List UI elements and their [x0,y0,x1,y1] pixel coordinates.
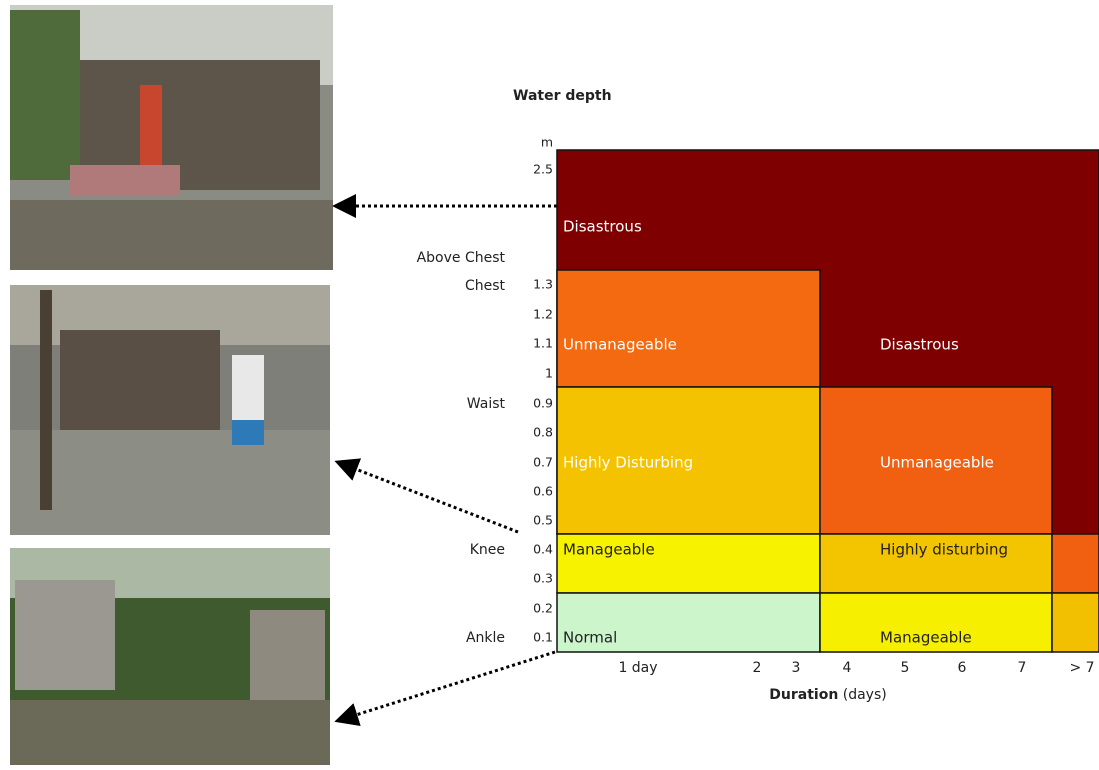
y-tick-label: 0.1 [533,630,553,645]
cell-label: Highly disturbing [880,541,1008,559]
y-tick-label: 0.4 [533,542,553,557]
title: Water depth [513,88,612,104]
body-level-label: Knee [470,542,505,558]
x-axis-title-rest: (days) [843,687,887,703]
x-tick-label: 7 [1018,660,1027,676]
cell-manageable [819,592,1053,653]
cell-highly-disturbing [819,533,1053,594]
x-tick-label: 1 day [618,660,657,676]
y-tick-label: 0.2 [533,601,553,616]
cell-normal [556,592,821,653]
y-unit: m [541,135,553,150]
y-tick-label: 0.8 [533,425,553,440]
axis: 2.5 1.3 1.2 1.1 1 0.9 0.8 0.7 0.6 0.5 0.4 0.3 0.2 0.1… [417,162,1095,677]
cell-label: Disastrous [563,218,642,236]
cell-unmanageable [556,269,821,388]
x-axis-title-bold: Duration [769,687,838,703]
x-tick-label: > 7 [1069,660,1094,676]
photo-destroyed-house [10,5,333,270]
cell-unmanageable [819,386,1053,535]
cell-highly-disturbing [1051,592,1099,653]
cell-manageable [556,533,821,594]
photo-ankle-flood [10,548,330,765]
y-tick-label: 0.7 [533,455,553,470]
cell-label: Manageable [563,541,655,559]
y-tick-label: 0.5 [533,513,553,528]
y-tick-label: 2.5 [533,162,553,177]
x-tick-label: 6 [958,660,967,676]
y-tick-label: 1.3 [533,277,553,292]
y-tick-label: 0.3 [533,571,553,586]
cell-unmanageable [1051,533,1099,594]
cell-label: Highly Disturbing [563,454,693,472]
y-tick-label: 1.2 [533,307,553,322]
cell-label: Unmanageable [563,336,677,354]
body-level-label: Ankle [466,630,505,646]
body-level-label: Waist [467,396,506,412]
y-tick-label: 1 [545,366,553,381]
photo-waist-flood [10,285,330,535]
body-level-label: Above Chest [417,250,506,266]
x-tick-label: 4 [843,660,852,676]
y-tick-label: 0.9 [533,396,553,411]
y-tick-label: 0.6 [533,484,553,499]
x-tick-label: 5 [901,660,910,676]
y-tick-label: 1.1 [533,336,553,351]
x-tick-label: 2 [753,660,762,676]
body-level-label: Chest [465,278,506,294]
arrow [334,458,519,534]
cell-label: Unmanageable [880,454,994,472]
cell-label: Manageable [880,629,972,647]
x-axis-title: Duration (days) [769,687,886,703]
cell-label: Disastrous [880,336,959,354]
cell-label: Normal [563,629,617,647]
x-tick-label: 3 [792,660,801,676]
cell-highly-disturbing [556,386,821,535]
arrow [334,650,556,727]
